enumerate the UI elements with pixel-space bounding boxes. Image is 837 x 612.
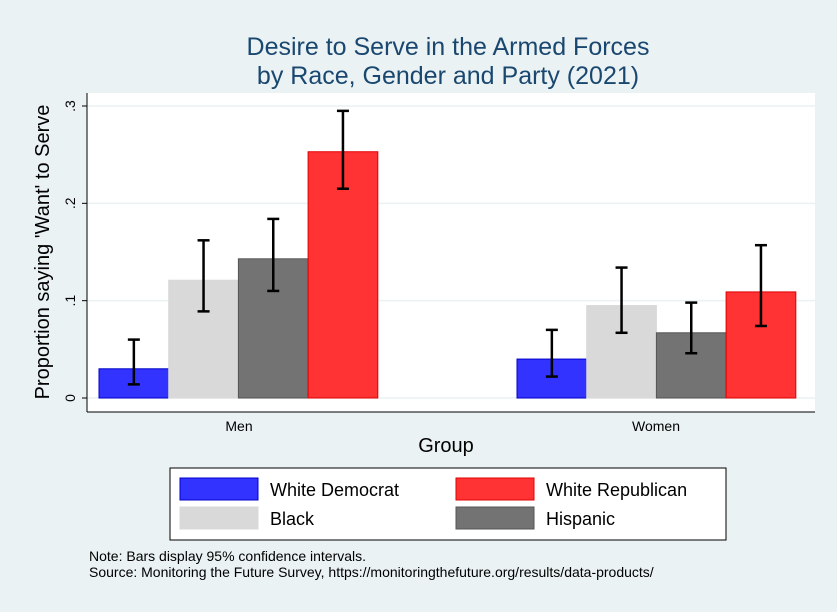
- y-tick-label: .1: [62, 295, 78, 307]
- x-tick-label-women: Women: [632, 418, 680, 434]
- y-tick-label: 0: [62, 394, 78, 402]
- y-tick-label: .3: [62, 100, 78, 112]
- error-bar: [127, 338, 140, 386]
- x-axis-label: Group: [418, 435, 474, 457]
- legend-label-white-democrat: White Democrat: [270, 480, 399, 500]
- error-bar: [615, 266, 628, 335]
- source-text: Source: Monitoring the Future Survey, ht…: [89, 564, 654, 580]
- bar-white-republican-men: [307, 151, 379, 399]
- legend: White Democrat White Republican Black Hi…: [169, 467, 727, 541]
- error-bar: [685, 301, 698, 355]
- y-tick-label: .2: [62, 197, 78, 209]
- x-tick-label-men: Men: [225, 418, 252, 434]
- chart-title-line-2: by Race, Gender and Party (2021): [257, 62, 639, 90]
- legend-swatch-white-republican: [455, 477, 535, 501]
- legend-swatch-hispanic: [455, 506, 535, 530]
- error-bar: [267, 217, 280, 293]
- error-bar: [754, 243, 767, 328]
- error-bar: [545, 328, 558, 378]
- error-bar: [197, 239, 210, 313]
- note-text: Note: Bars display 95% confidence interv…: [89, 548, 366, 564]
- error-bar: [336, 109, 349, 190]
- legend-label-white-republican: White Republican: [546, 480, 687, 500]
- legend-swatch-black: [179, 506, 259, 530]
- chart-title-line-1: Desire to Serve in the Armed Forces: [247, 33, 650, 61]
- bar-hispanic-men: [237, 258, 309, 399]
- legend-swatch-white-democrat: [179, 477, 259, 501]
- legend-label-black: Black: [270, 509, 315, 529]
- y-axis-label: Proportion saying 'Want' to Serve: [32, 105, 54, 400]
- legend-label-hispanic: Hispanic: [546, 509, 615, 529]
- legend-box: [169, 467, 727, 541]
